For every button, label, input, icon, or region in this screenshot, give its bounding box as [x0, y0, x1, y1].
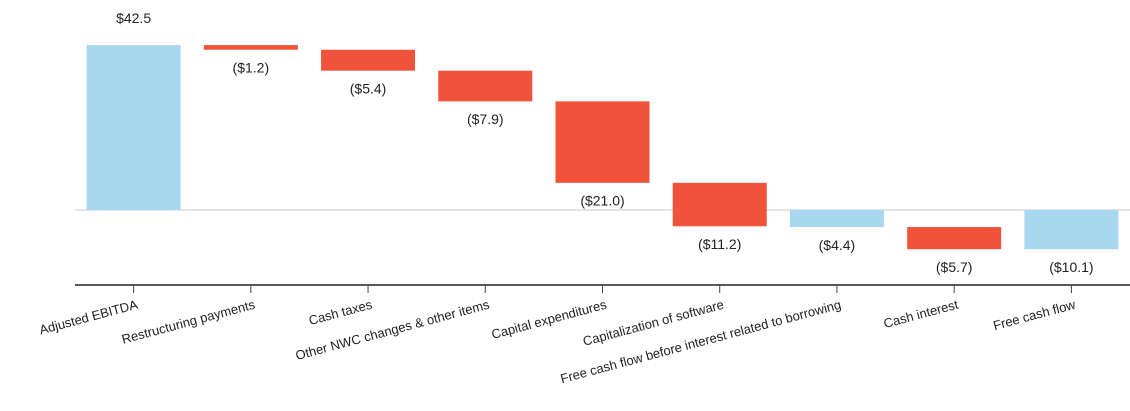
data-label: ($21.0): [580, 193, 624, 209]
data-label: $42.5: [116, 10, 151, 26]
data-label: ($1.2): [233, 59, 270, 75]
x-tick-label: Cash taxes: [307, 297, 374, 328]
total-bar: [86, 45, 181, 210]
data-label: ($10.1): [1049, 259, 1093, 275]
x-tick-label: Restructuring payments: [120, 297, 257, 347]
data-label: ($5.4): [350, 80, 387, 96]
change-bar: [438, 70, 533, 102]
total-bar: [789, 210, 884, 228]
change-bar: [555, 101, 650, 183]
change-bar: [321, 49, 416, 71]
x-tick-label: Other NWC changes & other items: [294, 297, 492, 363]
data-label: ($7.9): [467, 111, 504, 127]
total-bar: [1024, 210, 1119, 250]
data-label: ($11.2): [698, 236, 741, 252]
change-bar: [907, 227, 1002, 250]
x-tick-label: Free cash flow: [992, 297, 1078, 334]
change-bar: [672, 182, 767, 227]
data-label: ($5.7): [936, 259, 973, 275]
data-label: ($4.4): [819, 237, 856, 253]
x-tick-label: Cash interest: [882, 297, 960, 331]
change-bar: [203, 45, 298, 50]
